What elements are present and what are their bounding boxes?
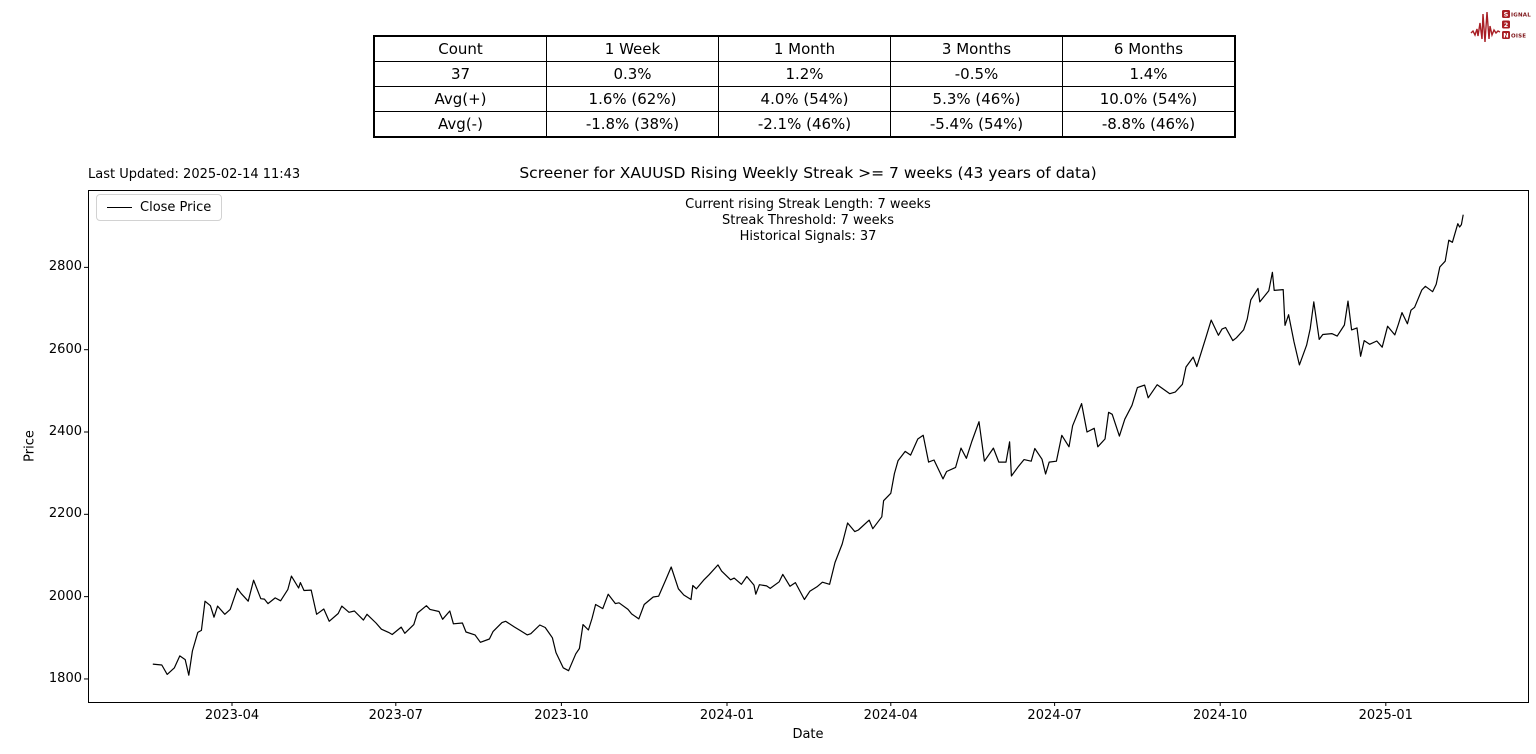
y-tick-label: 1800 (48, 670, 82, 686)
annotation-block: Current rising Streak Length: 7 weeks St… (88, 197, 1528, 245)
legend: Close Price (96, 194, 223, 221)
logo-letter-box-2 (1502, 20, 1510, 29)
table-cell: 4.0% (54%) (718, 86, 891, 112)
y-tick-label: 2200 (48, 506, 82, 522)
table-cell: -5.4% (54%) (890, 111, 1063, 138)
table-cell: Avg(-) (373, 111, 547, 138)
x-tick-label: 2025-01 (1358, 708, 1413, 723)
table-cell: 5.3% (46%) (890, 86, 1063, 112)
last-updated-text: Last Updated: 2025-02-14 11:43 (88, 167, 301, 182)
logo-letter-box-s (1502, 10, 1510, 18)
logo-letter-s: S (1504, 11, 1509, 19)
annotation-streak-threshold: Streak Threshold: 7 weeks (722, 213, 894, 228)
table-row: Avg(+) 1.6% (62%) 4.0% (54%) 5.3% (46%) 10.0… (373, 86, 1236, 112)
logo-letter-box-n (1502, 31, 1510, 39)
x-tick-label: 2023-10 (534, 708, 589, 723)
table-cell: Avg(+) (373, 86, 547, 112)
logo-word-signal-rest: IGNAL (1511, 13, 1531, 19)
table-cell: -0.5% (890, 61, 1063, 87)
logo-letter-2: 2 (1504, 21, 1509, 29)
signal-waveform-icon (1470, 11, 1501, 43)
table-cell: -2.1% (46%) (718, 111, 891, 138)
logo-letter-n: N (1503, 32, 1508, 40)
x-tick-label: 2024-07 (1027, 708, 1082, 723)
table-header-cell: 1 Week (546, 35, 719, 62)
close-price-line (152, 214, 1464, 676)
x-tick-label: 2024-04 (863, 708, 918, 723)
table-cell: 10.0% (54%) (1062, 86, 1236, 112)
logo-word-noise-rest: OISE (1511, 34, 1526, 40)
y-tick-label: 2400 (48, 424, 82, 439)
legend-label: Close Price (140, 200, 212, 215)
annotation-historical-signals: Historical Signals: 37 (739, 229, 877, 244)
x-tick-label: 2023-07 (368, 708, 423, 723)
legend-line-sample (107, 207, 132, 208)
table-cell: -8.8% (46%) (1062, 111, 1236, 138)
y-tick-label: 2600 (48, 341, 82, 357)
x-tick-label: 2024-01 (699, 708, 755, 723)
x-tick-label: 2023-04 (204, 708, 260, 723)
brand-logo: S 2 N IGNAL OISE (1470, 5, 1532, 53)
brand-logo-graphic: S 2 N IGNAL OISE (1470, 10, 1531, 43)
x-axis-label: Date (792, 727, 824, 742)
y-tick-label: 2800 (48, 259, 82, 275)
table-row: 37 0.3% 1.2% -0.5% 1.4% (373, 61, 1236, 87)
x-tick-label: 2024-10 (1193, 708, 1248, 723)
annotation-current-streak: Current rising Streak Length: 7 weeks (685, 197, 931, 212)
stats-table: Count 1 Week 1 Month 3 Months 6 Months 37 0.3%… (373, 35, 1236, 138)
table-cell: 1.2% (718, 61, 891, 87)
plot-frame (88, 190, 1529, 703)
y-tick-label: 2000 (48, 588, 82, 604)
table-cell: -1.8% (38%) (546, 111, 719, 138)
table-row: Avg(-) -1.8% (38%) -2.1% (46%) -5.4% (54%) -… (373, 111, 1236, 138)
chart-title: Screener for XAUUSD Rising Weekly Streak… (519, 164, 1097, 182)
table-cell: 1.6% (62%) (546, 86, 719, 112)
